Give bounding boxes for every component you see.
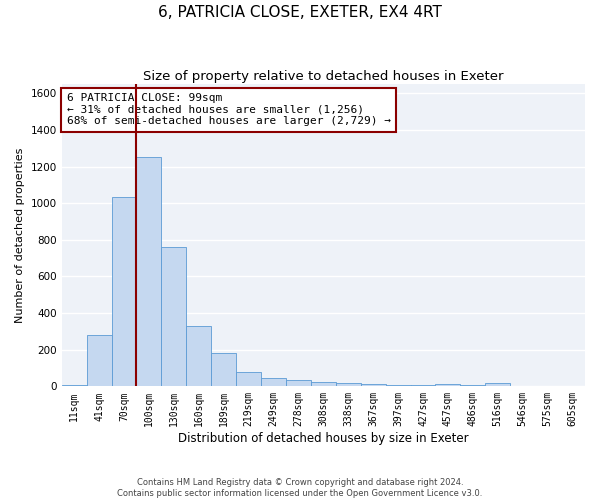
Bar	[86, 335, 112, 386]
Y-axis label: Number of detached properties: Number of detached properties	[15, 148, 25, 323]
Bar	[460, 385, 485, 386]
Bar	[386, 385, 410, 386]
Text: 6 PATRICIA CLOSE: 99sqm
← 31% of detached houses are smaller (1,256)
68% of semi: 6 PATRICIA CLOSE: 99sqm ← 31% of detache…	[67, 93, 391, 126]
Bar	[361, 384, 386, 386]
Bar	[211, 354, 236, 386]
Bar	[410, 385, 436, 386]
Bar	[286, 380, 311, 386]
Bar	[336, 382, 361, 386]
Text: Contains HM Land Registry data © Crown copyright and database right 2024.
Contai: Contains HM Land Registry data © Crown c…	[118, 478, 482, 498]
Title: Size of property relative to detached houses in Exeter: Size of property relative to detached ho…	[143, 70, 503, 83]
Bar	[436, 384, 460, 386]
Bar	[261, 378, 286, 386]
Bar	[485, 382, 510, 386]
Bar	[186, 326, 211, 386]
Bar	[136, 158, 161, 386]
Bar	[62, 384, 86, 386]
Bar	[236, 372, 261, 386]
X-axis label: Distribution of detached houses by size in Exeter: Distribution of detached houses by size …	[178, 432, 469, 445]
Bar	[311, 382, 336, 386]
Bar	[161, 247, 186, 386]
Text: 6, PATRICIA CLOSE, EXETER, EX4 4RT: 6, PATRICIA CLOSE, EXETER, EX4 4RT	[158, 5, 442, 20]
Bar	[112, 197, 136, 386]
